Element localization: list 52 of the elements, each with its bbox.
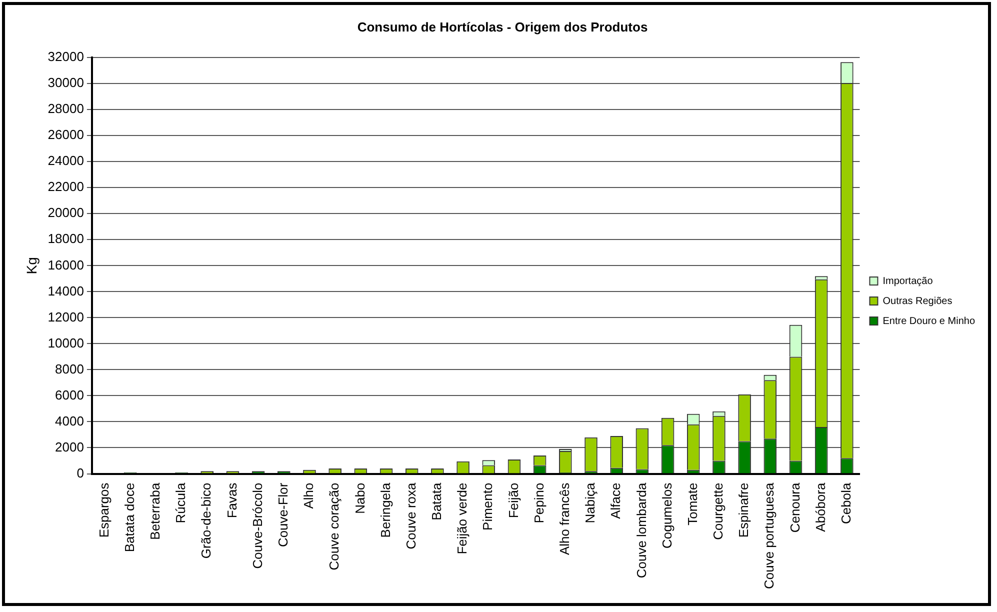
x-tick-label: Alho francês <box>556 482 572 556</box>
y-tick-label: 10000 <box>48 335 84 350</box>
y-tick-label: 12000 <box>48 309 84 324</box>
y-tick-label: 18000 <box>48 231 84 246</box>
y-tick-label: 14000 <box>48 283 84 298</box>
x-tick-label: Feijão verde <box>454 482 470 554</box>
y-axis-title: Kg <box>23 257 40 274</box>
x-tick-label: Couve-Brócolo <box>250 482 265 569</box>
legend-label: Outras Regiões <box>882 296 952 307</box>
chart-title: Consumo de Hortícolas - Origem dos Produtos <box>357 19 648 34</box>
x-tick-label: Cenoura <box>787 482 802 533</box>
y-tick-label: 6000 <box>55 387 84 402</box>
x-tick-label: Beringela <box>378 482 393 538</box>
y-tick-label: 26000 <box>48 127 84 142</box>
legend-label: Entre Douro e Minho <box>882 316 976 327</box>
x-tick-label: Couve-Flor <box>275 482 290 548</box>
x-tick-label: Favas <box>224 482 240 518</box>
y-tick-label: 30000 <box>48 75 84 90</box>
x-tick-label: Beterraba <box>148 482 163 540</box>
x-tick-label: Grão-de-bico <box>198 482 214 559</box>
x-tick-label: Cogumelos <box>659 482 674 549</box>
x-tick-label: Couve coração <box>326 482 342 570</box>
x-tick-label: Batata <box>429 482 444 520</box>
y-tick-label: 22000 <box>48 179 84 194</box>
y-tick-label: 2000 <box>55 439 84 454</box>
y-tick-label: 20000 <box>48 205 84 220</box>
y-tick-label: 28000 <box>48 101 84 116</box>
x-tick-label: Espargos <box>96 482 112 538</box>
x-tick-label: Courgette <box>710 482 726 540</box>
x-tick-label: Abóbora <box>812 482 828 532</box>
x-tick-label: Cebola <box>838 482 854 524</box>
x-tick-label: Pepino <box>531 482 546 524</box>
x-tick-label: Rúcula <box>173 482 188 524</box>
y-tick-label: 16000 <box>48 257 84 272</box>
x-tick-label: Feijão <box>506 482 521 518</box>
x-tick-label: Tomate <box>684 482 700 526</box>
x-tick-label: Alface <box>608 482 624 519</box>
x-tick-label: Couve lombarda <box>634 482 649 578</box>
x-tick-label: Pimento <box>480 482 496 530</box>
y-tick-label: 4000 <box>55 413 84 428</box>
x-tick-label: Espinafre <box>736 482 752 538</box>
y-tick-label: 0 <box>76 465 84 480</box>
legend-label: Importação <box>882 276 934 287</box>
x-tick-label: Batata doce <box>122 482 137 552</box>
y-tick-label: 8000 <box>55 361 84 376</box>
x-tick-label: Couve roxa <box>403 482 418 550</box>
x-tick-label: Couve portuguesa <box>762 482 777 590</box>
x-tick-label: Alho <box>301 482 316 509</box>
x-tick-label: Nabiça <box>582 482 598 524</box>
y-tick-label: 32000 <box>48 49 84 64</box>
x-tick-label: Nabo <box>352 482 368 514</box>
y-tick-label: 24000 <box>48 153 84 168</box>
